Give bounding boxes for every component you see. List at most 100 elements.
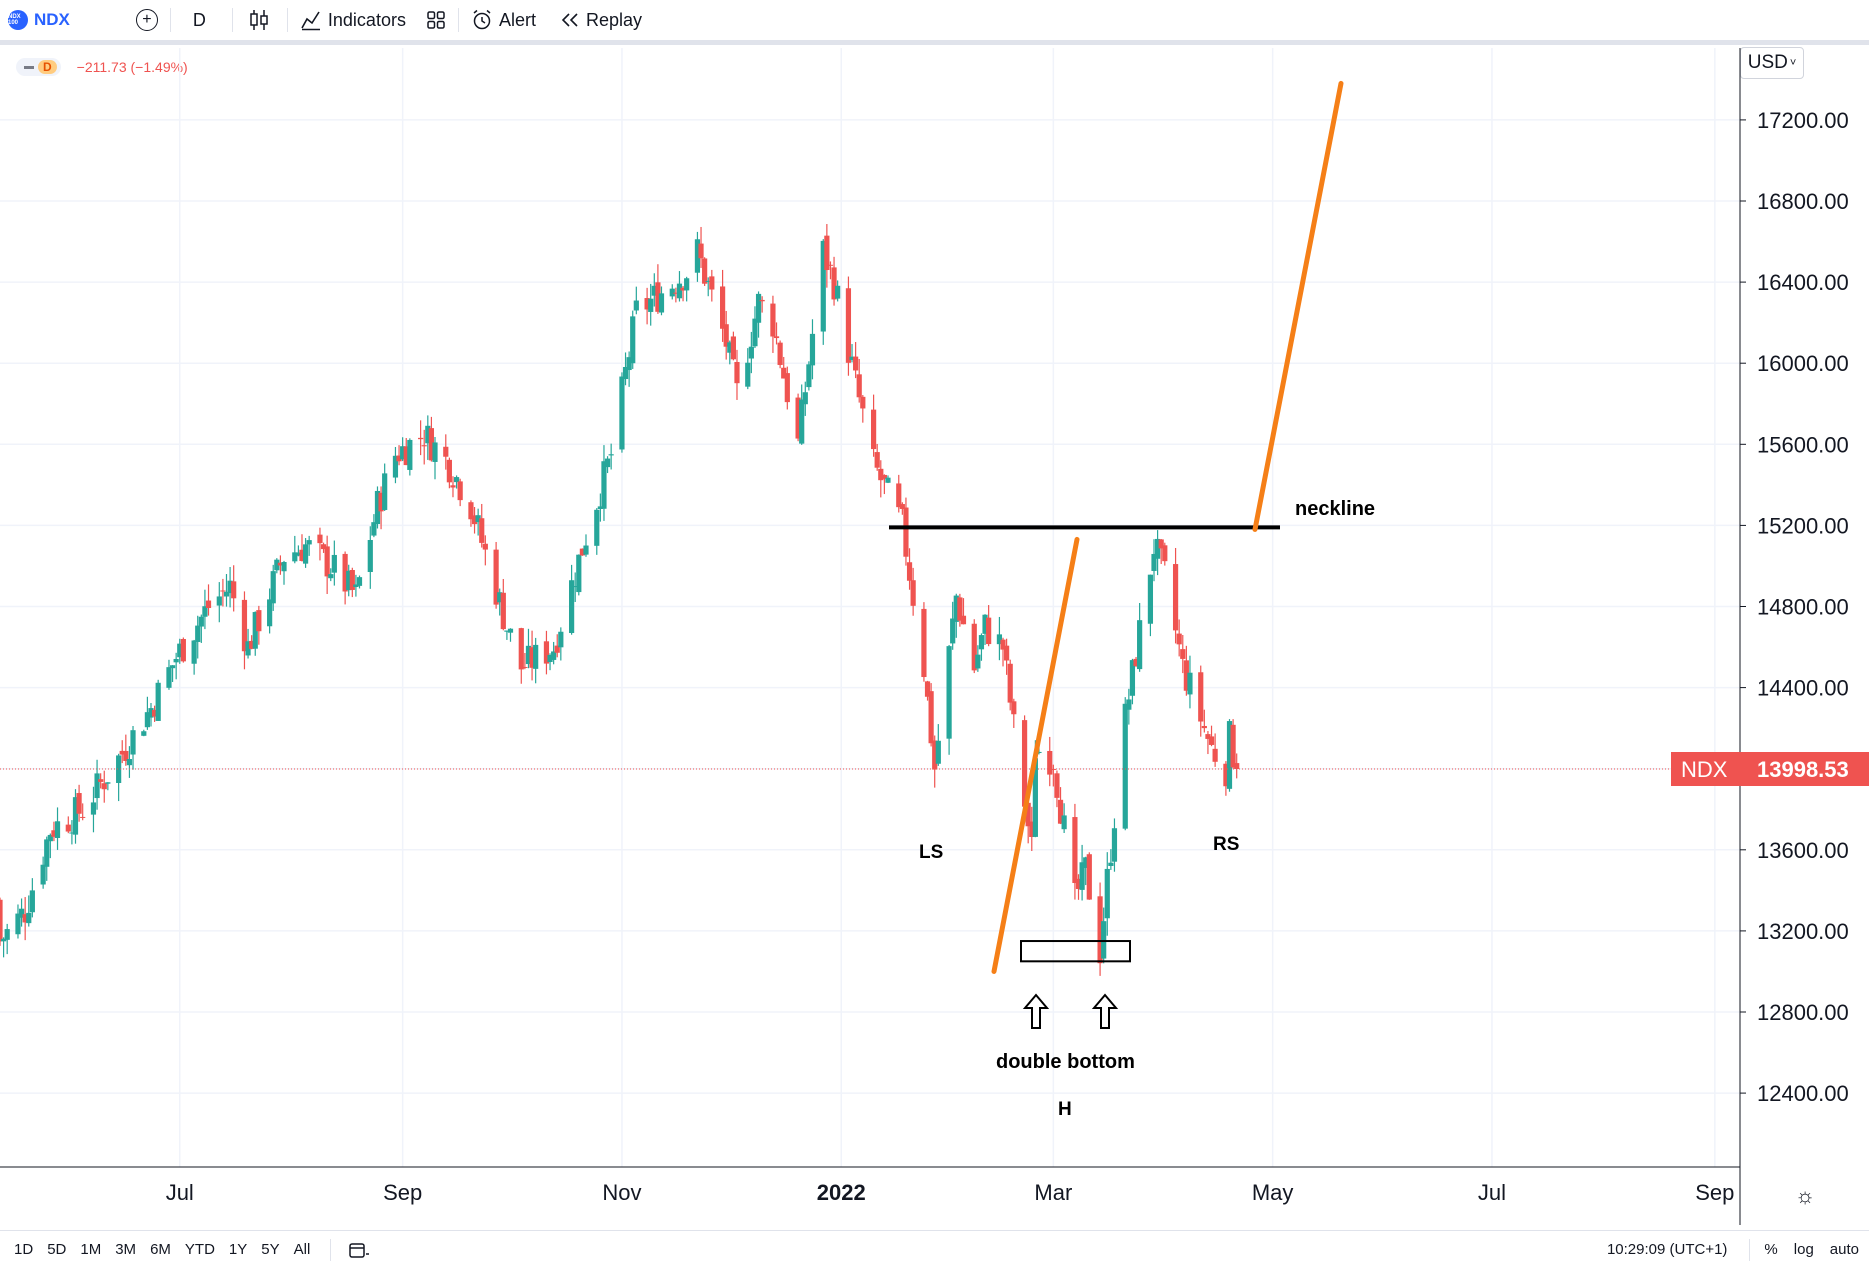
candle-body [1183,660,1189,691]
double-bottom-box [1020,940,1131,963]
candle-body [443,446,449,457]
candle-body [971,623,977,671]
symbol-name[interactable]: NDX [34,10,70,29]
candle-body [1180,649,1186,659]
candle-body [1187,672,1193,695]
candle-body [1072,817,1078,884]
range-5y[interactable]: 5Y [261,1241,280,1258]
candle-body [166,667,172,688]
candle-body [673,292,679,294]
candle-body [482,543,488,550]
candle-body [676,283,683,299]
range-5d[interactable]: 5D [47,1241,67,1258]
candle-body [1047,750,1053,775]
candle-body [1234,763,1240,769]
x-tick-label: 2022 [817,1180,866,1205]
candle-body [583,545,589,555]
candle-body [752,318,758,347]
candle-body [450,485,456,488]
gear-icon[interactable]: ☼ [1795,1183,1816,1208]
candle-body [1122,703,1128,829]
candle-body [849,356,855,360]
range-3m[interactable]: 3M [115,1241,137,1258]
range-ytd[interactable]: YTD [184,1241,215,1258]
y-tick-label: 12800.00 [1757,1000,1849,1025]
auto-toggle[interactable]: auto [1829,1241,1859,1258]
grid-lines [0,48,1740,1167]
candle-body [986,617,992,645]
candle-body [1032,758,1038,837]
candle-body [518,628,524,670]
ndx-logo-icon: NDX 100 [8,10,28,30]
chart-type-button[interactable] [249,0,269,40]
log-toggle[interactable]: log [1793,1241,1814,1258]
candle-body [755,293,762,323]
toolbar-divider [1749,1238,1751,1261]
candle-body [47,834,53,842]
alert-button[interactable]: Alert [471,0,536,40]
candle-body [205,600,212,609]
range-6m[interactable]: 6M [150,1241,171,1258]
candle-body [15,913,21,935]
orange-trend-line-right [1252,80,1344,532]
candle-body [1061,815,1067,830]
candle-body [946,646,952,739]
candle-body [633,300,639,311]
candle-body [1129,660,1136,696]
candle-body [1133,658,1139,666]
y-tick-label: 16800.00 [1757,189,1849,214]
price-chart[interactable]: 12400.00 12800.00 13200.00 13600.00 14400.00… [0,0,1869,1230]
candle-body [1079,862,1085,890]
candle-body [835,285,841,299]
candle-body [1208,736,1215,745]
candle-body [543,641,550,664]
range-1m[interactable]: 1M [80,1241,102,1258]
candle-body [349,570,355,590]
candle-body [569,580,575,634]
candle-body [202,606,208,617]
price-change: −211.73 (−1.49%) [76,59,188,75]
candle-body [1000,639,1006,650]
range-1d[interactable]: 1D [14,1241,34,1258]
range-all[interactable]: All [293,1241,311,1258]
layout-button[interactable] [426,0,446,40]
toolbar-divider [286,8,288,32]
candle-body [4,929,10,940]
range-1y[interactable]: 1Y [228,1241,248,1258]
candle-body [734,361,740,384]
candle-body [1104,868,1110,919]
candle-body [1007,663,1013,703]
candle-body [1036,751,1042,754]
candle-body [475,515,481,523]
candle-body [702,258,708,284]
y-tick-label: 17200.00 [1757,108,1849,133]
candle-body [910,580,916,606]
calendar-range-icon[interactable] [347,1240,370,1260]
candle-body [223,591,230,597]
candle-body [277,562,284,566]
indicators-button[interactable]: Indicators [300,0,406,40]
replay-button[interactable]: Replay [560,0,642,40]
candle-body [328,574,334,579]
candle-body [748,346,754,359]
percent-toggle[interactable]: % [1764,1241,1778,1258]
candle-body [576,554,582,593]
candle-body [90,802,97,815]
candle-body [1212,748,1218,762]
candle-body [619,376,625,450]
currency-select[interactable]: USD ˅ [1740,47,1804,79]
candle-body [191,640,197,664]
candle-body [874,452,880,468]
candle-body [428,428,435,461]
compare-button[interactable]: + [135,0,158,40]
candle-body [932,740,938,770]
series-toggle[interactable]: D [16,58,61,76]
candle-body [669,288,675,297]
candle-body [1097,896,1103,964]
candle-body [252,612,258,649]
neckline-label: neckline [1295,498,1375,520]
candle-body [899,504,905,509]
y-tick-label: 15200.00 [1757,513,1849,538]
symbol-search[interactable]: NDX 100 NDX [0,0,110,40]
interval-button[interactable]: D [193,0,206,40]
